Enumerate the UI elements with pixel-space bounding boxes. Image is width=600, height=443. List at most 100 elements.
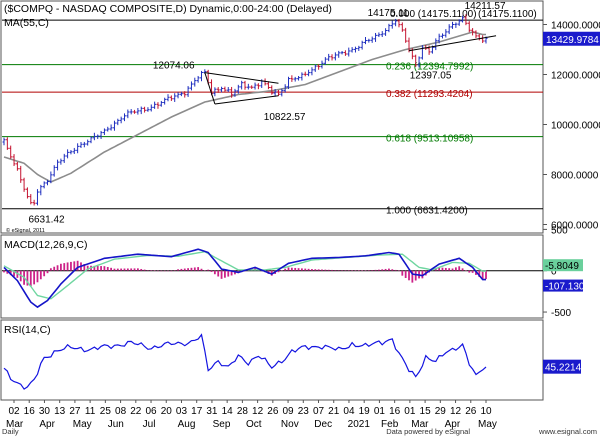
macd-histogram-bar <box>93 265 96 271</box>
x-axis-tick-label: 12 <box>450 406 462 417</box>
macd-histogram-bar <box>187 268 189 271</box>
price-bar <box>15 161 19 171</box>
macd-y-tick-label: 0 <box>551 267 557 278</box>
price-bar <box>112 120 116 131</box>
macd-histogram-bar <box>6 270 9 274</box>
price-bar <box>240 80 244 90</box>
price-bar <box>273 89 277 97</box>
macd-histogram-bar <box>327 269 330 271</box>
price-panel-frame <box>0 0 544 234</box>
macd-histogram-bar <box>321 269 323 271</box>
price-bar <box>220 86 224 93</box>
price-bar <box>387 23 391 33</box>
price-bar <box>404 27 408 43</box>
x-axis-tick-label: 12 <box>252 406 264 417</box>
macd-histogram-bar <box>140 268 143 271</box>
macd-histogram-bar <box>314 269 317 271</box>
price-bar <box>293 76 297 82</box>
macd-histogram-bar <box>277 270 280 273</box>
x-axis-tick-label: 15 <box>420 406 432 417</box>
price-bar <box>276 89 280 96</box>
price-y-tick-label: 12000.0000 <box>551 71 600 82</box>
macd-histogram-bar <box>60 263 62 271</box>
price-bar <box>42 181 46 189</box>
macd-histogram-bar <box>83 264 86 271</box>
macd-histogram-bar <box>86 265 89 271</box>
macd-histogram-bar <box>461 268 464 271</box>
ma-label: MA(55,C) <box>4 17 49 29</box>
price-bar <box>337 50 341 58</box>
price-bar <box>333 52 337 61</box>
macd-label: MACD(12,26,9,C) <box>4 239 87 251</box>
macd-histogram-bar <box>394 269 397 271</box>
price-bar <box>96 134 100 139</box>
price-bar <box>323 57 327 65</box>
macd-histogram-bar <box>13 270 15 277</box>
x-axis-month-label: Mar <box>411 419 429 430</box>
price-bar <box>353 46 357 53</box>
macd-histogram-bar <box>357 270 360 271</box>
price-bar <box>223 86 227 92</box>
price-y-tick-label: 6000.0000 <box>551 221 599 232</box>
x-axis-tick-label: 29 <box>435 406 447 417</box>
x-axis-tick-label: 20 <box>161 406 173 417</box>
macd-histogram-bar <box>471 270 474 273</box>
macd-histogram-bar <box>70 261 72 271</box>
price-bar <box>189 81 193 91</box>
price-bar <box>183 91 187 98</box>
price-bar <box>79 141 83 148</box>
ma-55-line <box>3 31 486 183</box>
fib-level-label: 0.382 (11293.4204) <box>386 89 473 100</box>
price-bar <box>320 60 324 69</box>
price-bar <box>179 91 183 97</box>
price-bar <box>56 159 60 171</box>
macd-histogram-bar <box>294 267 297 271</box>
x-axis-month-label: Jun <box>108 419 124 430</box>
price-bar <box>360 40 364 50</box>
price-bar <box>287 76 291 89</box>
macd-histogram-bar <box>133 268 136 271</box>
price-bar <box>29 194 33 205</box>
price-bar <box>149 104 153 112</box>
macd-histogram-bar <box>290 267 293 271</box>
macd-histogram-bar <box>280 270 283 271</box>
macd-histogram-bar <box>116 268 119 271</box>
price-bar <box>250 85 254 89</box>
x-axis-month-label: Dec <box>314 419 332 430</box>
price-bar <box>464 14 468 26</box>
copyright-label: © eSignal, 2011 <box>6 227 45 234</box>
price-bar <box>86 139 90 146</box>
price-bar <box>461 15 465 23</box>
price-bar <box>9 145 13 159</box>
x-axis-tick-label: 23 <box>298 406 310 417</box>
price-annotation-label: 10822.57 <box>264 112 306 123</box>
macd-histogram-bar <box>153 270 156 272</box>
price-bar <box>330 54 334 61</box>
x-axis-month-label: Aug <box>178 419 196 430</box>
x-axis-tick-label: 19 <box>359 406 371 417</box>
x-axis-month-label: Apr <box>39 419 55 430</box>
price-bar <box>400 22 404 32</box>
price-annotation-label: 12074.06 <box>153 61 195 72</box>
price-bar <box>156 102 160 109</box>
macd-histogram-bar <box>203 270 206 271</box>
x-axis-month-label: 2021 <box>348 419 371 430</box>
macd-histogram-bar <box>170 270 173 272</box>
price-bar <box>196 75 200 83</box>
macd-histogram-bar <box>113 268 116 271</box>
price-bar <box>22 177 26 192</box>
last-price-label: 13429.9784 <box>546 35 599 46</box>
macd-histogram-bar <box>351 270 354 271</box>
x-axis-month-label: Apr <box>445 419 461 430</box>
macd-histogram-bar <box>183 268 186 271</box>
triangle-left-line <box>204 72 216 105</box>
macd-histogram-bar <box>167 270 169 272</box>
macd-histogram-bar <box>414 270 417 281</box>
macd-histogram-bar <box>106 266 109 271</box>
macd-histogram-bar <box>458 266 461 271</box>
macd-histogram-bar <box>384 268 387 271</box>
macd-histogram-bar <box>444 267 447 271</box>
x-axis-month-label: May <box>73 419 92 430</box>
price-bar <box>129 109 133 115</box>
price-bar <box>380 31 384 38</box>
